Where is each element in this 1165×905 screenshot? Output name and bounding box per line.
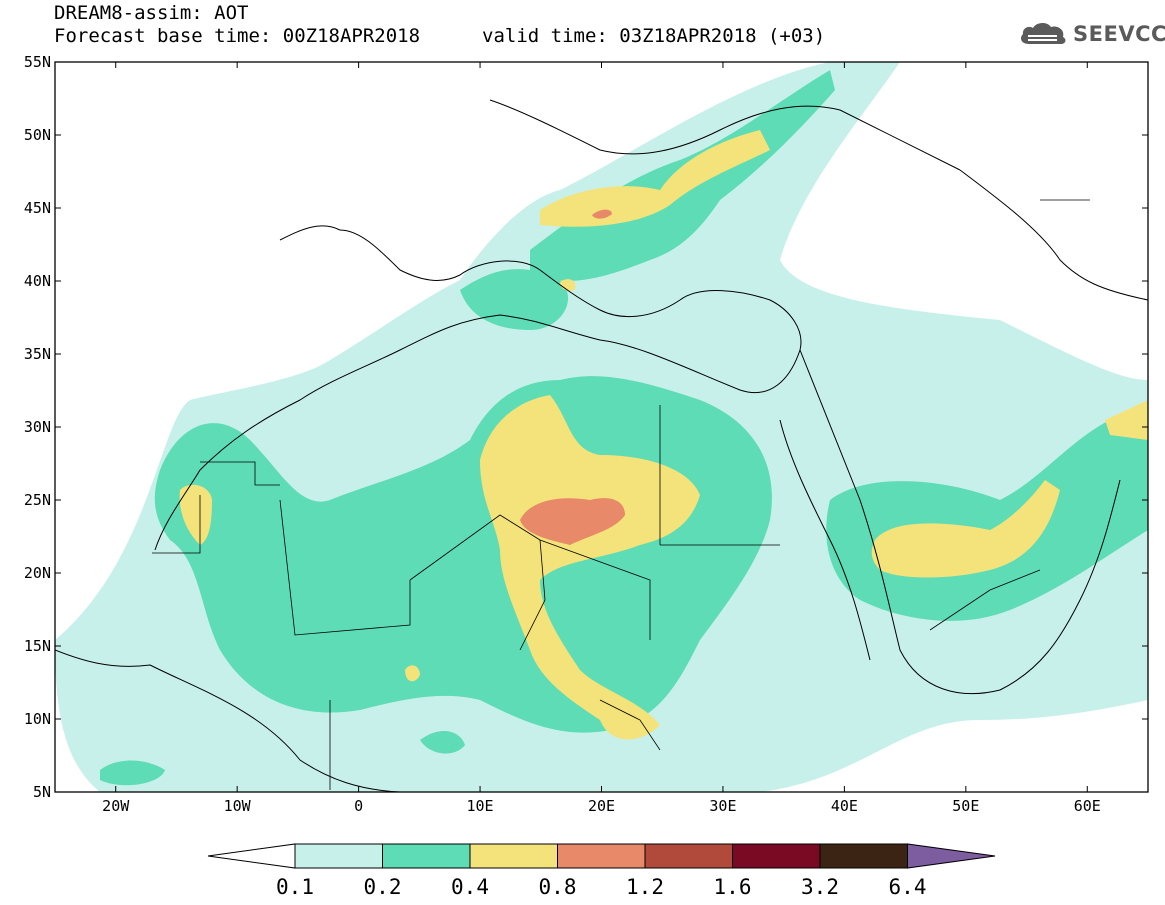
aot-contour-fields xyxy=(55,62,1148,792)
lat-tick-label: 30N xyxy=(24,418,51,436)
lat-tick-label: 55N xyxy=(24,53,51,71)
colorbar-label: 0.2 xyxy=(364,875,402,899)
lon-tick-label: 0 xyxy=(354,797,363,815)
lat-tick-label: 5N xyxy=(33,783,51,801)
map-title: DREAM8-assim: AOT xyxy=(54,2,249,24)
lon-tick-label: 40E xyxy=(831,797,858,815)
lon-tick-label: 50E xyxy=(952,797,979,815)
colorbar-label: 0.8 xyxy=(539,875,577,899)
colorbar-segment xyxy=(557,843,646,869)
lat-tick-label: 35N xyxy=(24,345,51,363)
aot-level-0-4 xyxy=(179,130,1148,740)
lat-tick-label: 10N xyxy=(24,710,51,728)
lat-tick-label: 45N xyxy=(24,199,51,217)
colorbar-label: 0.4 xyxy=(451,875,489,899)
lat-tick-label: 40N xyxy=(24,272,51,290)
colorbar-right-arrow xyxy=(907,843,996,869)
cloud-icon xyxy=(1021,22,1066,44)
forecast-base-time: Forecast base time: 00Z18APR2018 xyxy=(54,25,421,47)
lat-tick-label: 25N xyxy=(24,491,51,509)
coastlines xyxy=(55,99,1148,792)
colorbar-segment xyxy=(732,843,821,869)
lon-tick-label: 10E xyxy=(467,797,494,815)
valid-time: valid time: 03Z18APR2018 (+03) xyxy=(482,25,826,47)
lat-tick-label: 50N xyxy=(24,126,51,144)
colorbar-segment xyxy=(294,843,383,869)
logo-text: SEEVCCC xyxy=(1073,22,1165,46)
colorbar-segment xyxy=(819,843,908,869)
lon-tick-label: 20W xyxy=(102,797,130,815)
colorbar-label: 1.6 xyxy=(714,875,752,899)
longitude-axis: 20W 10W 0 10E 20E 30E 40E 50E 60E xyxy=(102,62,1101,815)
lon-tick-label: 10W xyxy=(224,797,252,815)
colorbar-label: 6.4 xyxy=(889,875,927,899)
colorbar-label: 0.1 xyxy=(276,875,314,899)
colorbar-label: 1.2 xyxy=(626,875,664,899)
colorbar-left-arrow xyxy=(207,843,296,869)
aot-level-0-8 xyxy=(520,209,625,545)
lat-tick-label: 15N xyxy=(24,637,51,655)
lat-tick-label: 20N xyxy=(24,564,51,582)
lon-tick-label: 60E xyxy=(1074,797,1101,815)
lon-tick-label: 20E xyxy=(588,797,615,815)
seevccc-logo: SEEVCCC xyxy=(1017,20,1165,48)
colorbar-segment xyxy=(469,843,558,869)
colorbar-segment xyxy=(644,843,733,869)
colorbar-segment xyxy=(382,843,471,869)
country-borders xyxy=(152,199,1090,790)
colorbar-label: 3.2 xyxy=(801,875,839,899)
latitude-axis: 55N 50N 45N 40N 35N 30N 25N 20N 15N 10N 5N xyxy=(24,53,1148,801)
lon-tick-label: 30E xyxy=(709,797,736,815)
